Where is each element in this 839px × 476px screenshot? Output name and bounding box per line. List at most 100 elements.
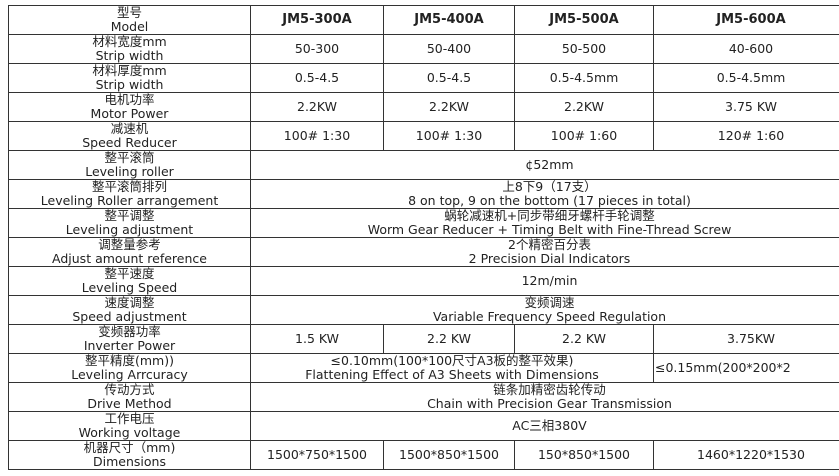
label-en: Adjust amount reference	[52, 251, 207, 266]
row-label: 减速机 Speed Reducer	[8, 121, 251, 151]
label-en: Dimensions	[93, 454, 166, 469]
value-cell: 0.5-4.5mm	[653, 63, 839, 93]
header-row: 型号 Model JM5-300A JM5-400A JM5-500A JM5-600A	[8, 5, 839, 35]
table-row: 整平调整 Leveling adjustment 蜗轮减速机+同步带细牙螺杆手轮调整…	[8, 208, 839, 238]
label-zh: 整平滚筒排列	[91, 179, 167, 194]
spec-table: 型号 Model JM5-300A JM5-400A JM5-500A JM5-600A 材…	[8, 5, 839, 470]
row-label: 传动方式 Drive Method	[8, 382, 251, 412]
value-cell: 12m/min	[250, 266, 839, 296]
row-label: 电机功率 Motor Power	[8, 92, 251, 122]
value-cell: ≤0.10mm(100*100尺寸A3板的整平效果) Flattening Eff…	[250, 353, 654, 383]
label-zh: 变频器功率	[98, 324, 161, 339]
table-row: 减速机 Speed Reducer 100# 1:30 100# 1:30 100# 1…	[8, 121, 839, 151]
label-zh: 速度调整	[104, 295, 155, 310]
value-zh: 蜗轮减速机+同步带细牙螺杆手轮调整	[444, 208, 655, 223]
value-cell: 2.2 KW	[514, 324, 654, 354]
table-row: 传动方式 Drive Method 链条加精密齿轮传动 Chain with Prec…	[8, 382, 839, 412]
label-zh: 整平滚筒	[104, 150, 155, 165]
value-cell: 0.5-4.5	[250, 63, 384, 93]
row-label: 机器尺寸（mm) Dimensions	[8, 440, 251, 470]
spec-table-container: 型号 Model JM5-300A JM5-400A JM5-500A JM5-600A 材…	[8, 5, 839, 470]
value-cell: 2.2KW	[250, 92, 384, 122]
table-row: 整平速度 Leveling Speed 12m/min	[8, 266, 839, 296]
table-row: 整平精度(mm)) Leveling Arrcuracy ≤0.10mm(100*1…	[8, 353, 839, 383]
row-label: 工作电压 Working voltage	[8, 411, 251, 441]
label-en: Leveling adjustment	[65, 222, 194, 237]
row-label: 整平调整 Leveling adjustment	[8, 208, 251, 238]
label-en: Speed adjustment	[72, 309, 187, 324]
value-zh: 变频调速	[524, 295, 575, 310]
table-row: 速度调整 Speed adjustment 变频调速 Variable Frequen…	[8, 295, 839, 325]
label-en: Leveling Arrcuracy	[71, 367, 188, 382]
model-header: JM5-600A	[653, 5, 839, 35]
label-zh: 调整量参考	[98, 237, 161, 252]
model-header: JM5-500A	[514, 5, 654, 35]
table-row: 变频器功率 Inverter Power 1.5 KW 2.2 KW 2.2 KW 3.7…	[8, 324, 839, 354]
label-zh: 整平精度(mm))	[85, 353, 174, 368]
value-cell: 3.75KW	[653, 324, 839, 354]
label-en: Working voltage	[78, 425, 181, 440]
table-row: 整平滚筒 Leveling roller ¢52mm	[8, 150, 839, 180]
row-label: 材料宽度mm Strip width	[8, 34, 251, 64]
label-en: Leveling Roller arrangement	[40, 193, 219, 208]
table-row: 电机功率 Motor Power 2.2KW 2.2KW 2.2KW 3.75 KW	[8, 92, 839, 122]
label-en: Model	[110, 19, 149, 34]
row-label: 型号 Model	[8, 5, 251, 35]
value-cell: 0.5-4.5	[383, 63, 515, 93]
value-cell: 2个精密百分表 2 Precision Dial Indicators	[250, 237, 839, 267]
table-row: 材料厚度mm Strip width 0.5-4.5 0.5-4.5 0.5-4.5mm…	[8, 63, 839, 93]
label-en: Leveling roller	[85, 164, 174, 179]
value-cell: 50-500	[514, 34, 654, 64]
value-cell: 0.5-4.5mm	[514, 63, 654, 93]
value-cell: 1500*850*1500	[383, 440, 515, 470]
label-zh: 材料宽度mm	[92, 34, 167, 49]
label-zh: 材料厚度mm	[92, 63, 167, 78]
value-cell: 100# 1:60	[514, 121, 654, 151]
value-cell: 2.2 KW	[383, 324, 515, 354]
value-cell: 1500*750*1500	[250, 440, 384, 470]
value-en: Worm Gear Reducer + Timing Belt with Fin…	[367, 222, 732, 237]
table-row: 材料宽度mm Strip width 50-300 50-400 50-500 40-60…	[8, 34, 839, 64]
row-label: 整平滚筒 Leveling roller	[8, 150, 251, 180]
row-label: 整平滚筒排列 Leveling Roller arrangement	[8, 179, 251, 209]
label-en: Inverter Power	[83, 338, 176, 353]
value-cell: 上8下9（17支） 8 on top, 9 on the bottom (17 p…	[250, 179, 839, 209]
model-header: JM5-300A	[250, 5, 384, 35]
row-label: 材料厚度mm Strip width	[8, 63, 251, 93]
table-row: 调整量参考 Adjust amount reference 2个精密百分表 2 Pre…	[8, 237, 839, 267]
value-cell: ≤0.15mm(200*200*2	[653, 353, 839, 383]
value-cell: 链条加精密齿轮传动 Chain with Precision Gear Trans…	[250, 382, 839, 412]
row-label: 速度调整 Speed adjustment	[8, 295, 251, 325]
value-cell: 50-300	[250, 34, 384, 64]
value-cell: 1460*1220*1530	[653, 440, 839, 470]
value-zh: 上8下9（17支）	[502, 179, 597, 194]
table-row: 整平滚筒排列 Leveling Roller arrangement 上8下9（17…	[8, 179, 839, 209]
value-cell: 蜗轮减速机+同步带细牙螺杆手轮调整 Worm Gear Reducer + Tim…	[250, 208, 839, 238]
value-cell: 变频调速 Variable Frequency Speed Regulation	[250, 295, 839, 325]
value-cell: 3.75 KW	[653, 92, 839, 122]
value-en: Variable Frequency Speed Regulation	[432, 309, 667, 324]
value-en: Flattening Effect of A3 Sheets with Dime…	[305, 367, 599, 382]
label-zh: 型号	[116, 5, 142, 20]
value-zh: 链条加精密齿轮传动	[493, 382, 606, 397]
value-cell: 50-400	[383, 34, 515, 64]
label-zh: 电机功率	[104, 92, 155, 107]
label-zh: 整平速度	[104, 266, 155, 281]
row-label: 调整量参考 Adjust amount reference	[8, 237, 251, 267]
label-en: Speed Reducer	[82, 135, 177, 150]
table-row: 工作电压 Working voltage AC三相380V	[8, 411, 839, 441]
row-label: 变频器功率 Inverter Power	[8, 324, 251, 354]
value-zh: 2个精密百分表	[508, 237, 591, 252]
value-cell: AC三相380V	[250, 411, 839, 441]
table-row: 机器尺寸（mm) Dimensions 1500*750*1500 1500*850*…	[8, 440, 839, 470]
label-zh: 传动方式	[104, 382, 155, 397]
value-en: Chain with Precision Gear Transmission	[427, 396, 672, 411]
value-cell: 1.5 KW	[250, 324, 384, 354]
row-label: 整平速度 Leveling Speed	[8, 266, 251, 296]
value-cell: 150*850*1500	[514, 440, 654, 470]
value-cell: 100# 1:30	[383, 121, 515, 151]
row-label: 整平精度(mm)) Leveling Arrcuracy	[8, 353, 251, 383]
label-en: Strip width	[95, 77, 164, 92]
model-header: JM5-400A	[383, 5, 515, 35]
value-cell: 2.2KW	[383, 92, 515, 122]
